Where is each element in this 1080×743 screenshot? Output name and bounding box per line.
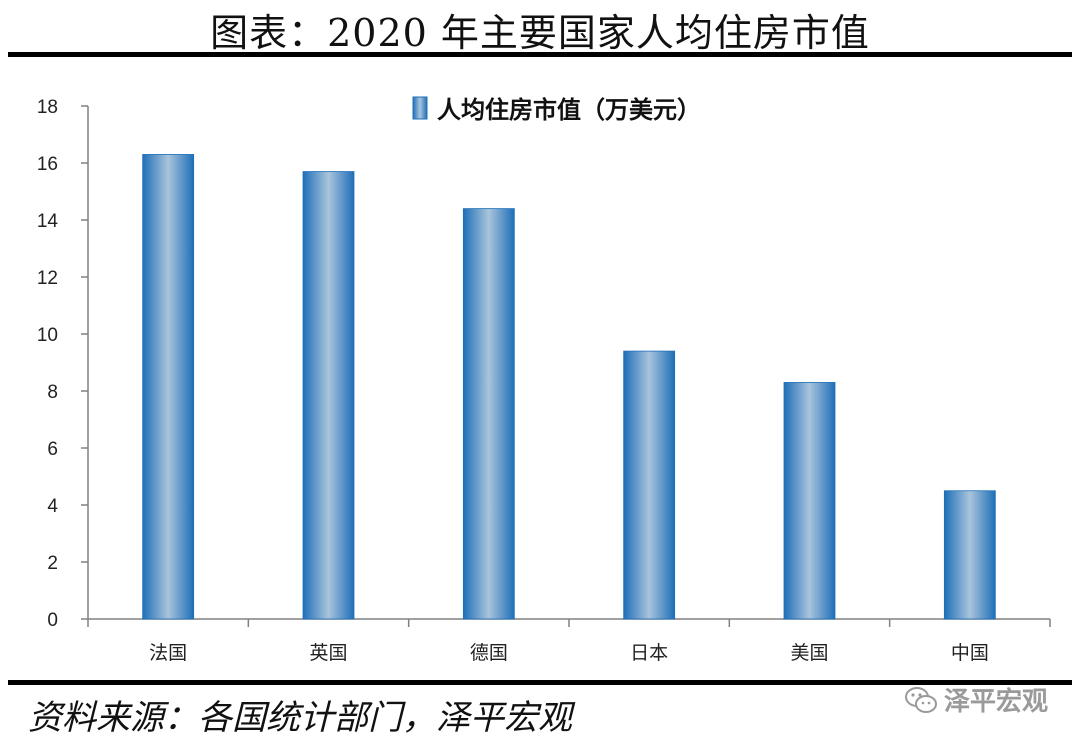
bar-0 bbox=[142, 154, 195, 620]
x-category-label: 中国 bbox=[951, 642, 989, 664]
wechat-icon bbox=[905, 686, 937, 713]
bar-4 bbox=[783, 382, 836, 620]
y-tick-label: 16 bbox=[37, 154, 58, 175]
legend-label: 人均住房市值（万美元） bbox=[437, 96, 701, 124]
y-tick-label: 0 bbox=[47, 610, 58, 631]
source-note: 资料来源：各国统计部门，泽平宏观 bbox=[28, 698, 572, 738]
y-tick-label: 12 bbox=[37, 268, 58, 289]
y-tick-label: 4 bbox=[47, 496, 58, 517]
y-tick-label: 8 bbox=[47, 382, 58, 403]
top-rule bbox=[8, 52, 1072, 57]
page-title: 图表：2020 年主要国家人均住房市值 bbox=[210, 11, 870, 55]
legend-swatch bbox=[412, 96, 428, 120]
bottom-rule bbox=[8, 680, 1072, 685]
x-category-label: 法国 bbox=[149, 642, 187, 664]
y-tick-label: 6 bbox=[47, 439, 58, 460]
x-category-label: 日本 bbox=[630, 642, 668, 664]
y-tick-label: 2 bbox=[47, 553, 58, 574]
x-category-label: 英国 bbox=[309, 642, 347, 664]
y-tick-label: 14 bbox=[37, 211, 59, 232]
y-tick-label: 10 bbox=[37, 325, 58, 346]
bar-chart: 0 2 4 6 8 10 12 14 16 18 法国 英国 德国 日本 美国 中国 人均住房市值（万美元） bbox=[37, 96, 1051, 664]
x-category-label: 德国 bbox=[470, 642, 508, 664]
x-category-label: 美国 bbox=[790, 642, 828, 664]
watermark-text: 泽平宏观 bbox=[944, 687, 1049, 717]
bar-3 bbox=[623, 350, 676, 620]
chart-legend: 人均住房市值（万美元） bbox=[412, 96, 701, 124]
y-tick-label: 18 bbox=[37, 97, 58, 118]
bar-1 bbox=[302, 171, 355, 620]
watermark: 泽平宏观 bbox=[904, 681, 1048, 718]
bar-2 bbox=[462, 208, 515, 620]
bar-5 bbox=[943, 490, 996, 620]
